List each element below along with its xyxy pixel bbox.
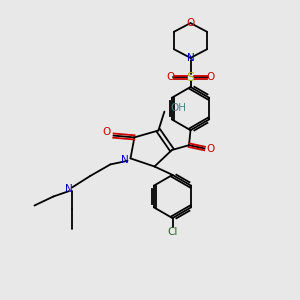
Text: O: O [207,72,215,82]
Text: O: O [186,18,195,28]
Text: O: O [103,127,111,137]
Text: O: O [206,143,214,154]
Text: N: N [121,155,129,165]
Text: Cl: Cl [167,227,178,237]
Text: N: N [65,184,73,194]
Text: S: S [187,71,194,84]
Text: OH: OH [170,103,186,113]
Text: O: O [166,72,174,82]
Text: N: N [187,53,194,63]
